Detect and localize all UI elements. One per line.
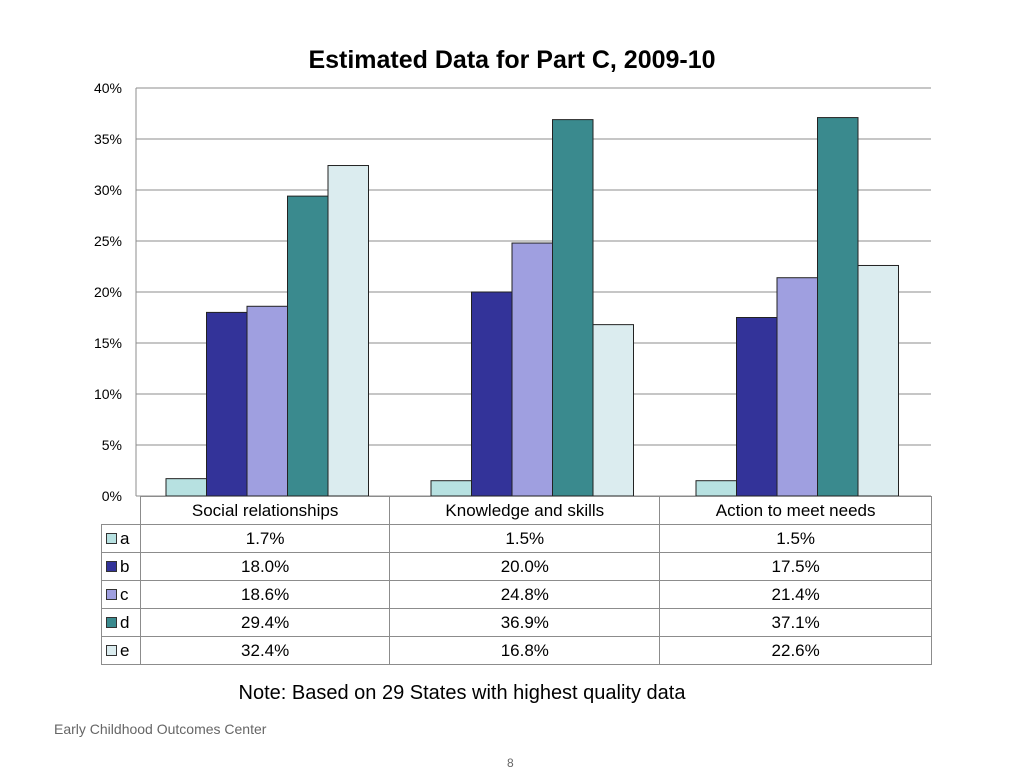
legend-label: d [120, 612, 130, 632]
y-tick-label: 20% [94, 284, 122, 300]
table-row: d 29.4% 36.9% 37.1% [101, 608, 932, 637]
legend-label: b [120, 556, 130, 576]
bar-c-2 [511, 242, 553, 497]
table-cell: 29.4% [139, 608, 391, 637]
bar-b-1 [206, 311, 248, 497]
table-row: b 18.0% 20.0% 17.5% [101, 552, 932, 581]
note-text: Note: Based on 29 States with highest qu… [238, 682, 686, 704]
legend-key-swatch [106, 644, 117, 656]
bar-b-2 [471, 291, 513, 497]
legend-key-swatch [106, 616, 117, 628]
bar-a-2 [430, 480, 472, 497]
x-category-label: Social relationships [139, 496, 391, 525]
legend-entry: e [101, 636, 141, 665]
legend-key-swatch [106, 532, 117, 544]
legend-label: a [120, 528, 130, 548]
table-row: c 18.6% 24.8% 21.4% [101, 580, 932, 609]
legend-entry: d [101, 608, 141, 637]
legend-label: c [120, 584, 129, 604]
y-tick-label: 10% [94, 386, 122, 402]
bar-c-1 [246, 305, 288, 497]
bar-b-3 [736, 317, 778, 497]
x-category-label: Action to meet needs [659, 496, 932, 525]
legend-key-swatch [106, 588, 117, 600]
table-cell: 22.6% [659, 636, 932, 665]
bar-e-3 [857, 264, 899, 497]
bar-e-2 [592, 324, 634, 497]
chart-title: Estimated Data for Part C, 2009-10 [308, 46, 716, 74]
chart-note: Note: Based on 29 States with highest qu… [0, 682, 1024, 705]
legend-entry: b [101, 552, 141, 581]
legend-entry: a [101, 524, 141, 553]
table-cell: 21.4% [659, 580, 932, 609]
table-corner [101, 496, 141, 525]
table-row: e 32.4% 16.8% 22.6% [101, 636, 932, 665]
table-cell: 32.4% [139, 636, 391, 665]
footer-text: Early Childhood Outcomes Center [54, 721, 267, 737]
legend-key-swatch [106, 560, 117, 572]
table-header-row: Social relationships Knowledge and skills… [101, 496, 932, 525]
table-cell: 37.1% [659, 608, 932, 637]
page-number: 8 [507, 756, 514, 770]
y-tick-label: 5% [102, 437, 122, 453]
y-tick-label: 15% [94, 335, 122, 351]
table-cell: 24.8% [389, 580, 661, 609]
bar-d-3 [817, 117, 859, 497]
data-table: Social relationships Knowledge and skills… [101, 496, 932, 665]
table-cell: 18.0% [139, 552, 391, 581]
y-tick-label: 40% [94, 80, 122, 96]
legend-entry: c [101, 580, 141, 609]
table-cell: 1.5% [659, 524, 932, 553]
table-cell: 20.0% [389, 552, 661, 581]
legend-label: e [120, 640, 130, 660]
bar-a-1 [165, 478, 207, 497]
bar-d-1 [287, 195, 329, 497]
table-cell: 1.5% [389, 524, 661, 553]
table-cell: 18.6% [139, 580, 391, 609]
x-category-label: Knowledge and skills [389, 496, 661, 525]
y-tick-label: 35% [94, 131, 122, 147]
table-cell: 1.7% [139, 524, 391, 553]
table-cell: 36.9% [389, 608, 661, 637]
y-tick-label: 30% [94, 182, 122, 198]
bar-a-3 [695, 480, 737, 497]
table-cell: 16.8% [389, 636, 661, 665]
bar-e-1 [327, 165, 369, 497]
bar-c-3 [776, 277, 818, 497]
table-cell: 17.5% [659, 552, 932, 581]
bar-d-2 [552, 119, 594, 497]
y-tick-label: 25% [94, 233, 122, 249]
table-row: a 1.7% 1.5% 1.5% [101, 524, 932, 553]
